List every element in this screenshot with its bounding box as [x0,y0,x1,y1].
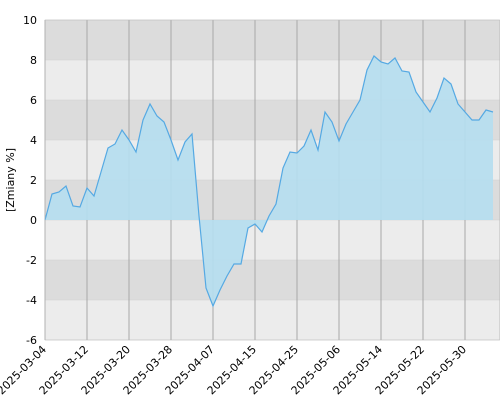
y-tick-label: -2 [26,254,37,267]
y-tick-label: 2 [30,174,37,187]
y-tick-label: -4 [26,294,37,307]
grid-band [45,260,500,300]
grid-band [45,220,500,260]
y-tick-label: 6 [30,94,37,107]
line [44,55,494,308]
y-tick-label: 0 [30,214,37,227]
y-axis-label: [Zmiany %] [4,148,17,212]
grid-band [45,60,500,100]
area [45,56,493,306]
y-tick-label: 4 [30,134,37,147]
y-tick-label: 8 [30,54,37,67]
grid-band [45,20,500,60]
y-tick-label: 10 [23,14,37,27]
grid-band [45,300,500,340]
y-tick-label: -6 [26,334,37,347]
